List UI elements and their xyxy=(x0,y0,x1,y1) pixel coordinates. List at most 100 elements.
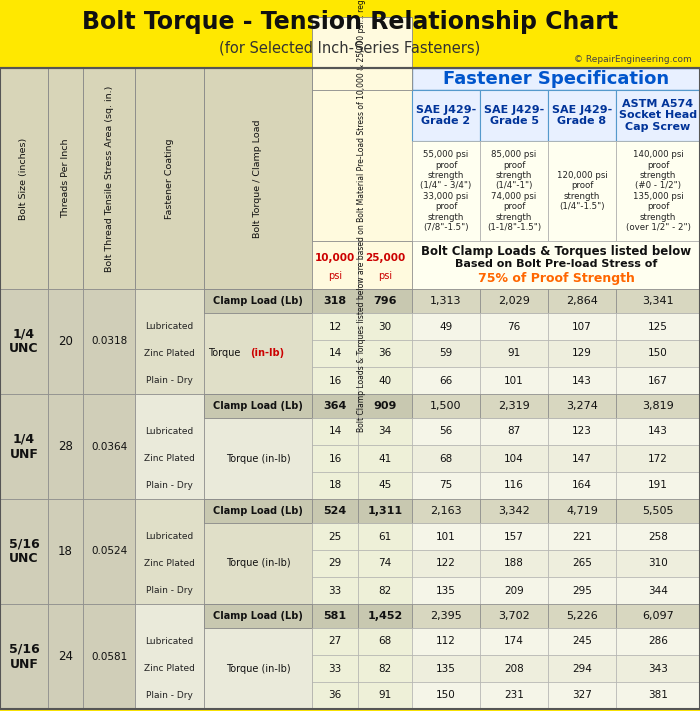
Text: 107: 107 xyxy=(572,321,592,331)
Text: Bolt Clamp Loads & Torques listed below are based on Bolt Material Pre-Load Stre: Bolt Clamp Loads & Torques listed below … xyxy=(358,0,367,432)
Bar xyxy=(412,523,480,550)
Text: 34: 34 xyxy=(379,427,391,437)
Text: 1,313: 1,313 xyxy=(430,296,462,306)
Text: 143: 143 xyxy=(648,427,668,437)
Bar xyxy=(0,68,48,289)
Text: Threads Per Inch: Threads Per Inch xyxy=(61,139,70,218)
Bar xyxy=(548,577,616,604)
Text: 112: 112 xyxy=(436,636,456,646)
Bar xyxy=(412,289,480,313)
Text: 25,000: 25,000 xyxy=(365,253,405,263)
Bar xyxy=(548,90,616,141)
Text: 0.0364: 0.0364 xyxy=(91,442,127,451)
Bar xyxy=(312,604,358,628)
Bar xyxy=(312,367,358,394)
Bar xyxy=(358,418,412,445)
Bar xyxy=(135,499,204,604)
Bar xyxy=(548,340,616,367)
Bar xyxy=(616,682,700,709)
Text: 4,719: 4,719 xyxy=(566,506,598,516)
Text: 188: 188 xyxy=(504,559,524,569)
Bar xyxy=(616,141,700,241)
Bar xyxy=(480,313,548,340)
Text: 245: 245 xyxy=(572,636,592,646)
Bar xyxy=(312,472,358,499)
Bar xyxy=(616,418,700,445)
Text: 2,163: 2,163 xyxy=(430,506,462,516)
Text: 49: 49 xyxy=(440,321,453,331)
Bar xyxy=(616,523,700,550)
Text: 2,395: 2,395 xyxy=(430,611,462,621)
Text: 16: 16 xyxy=(328,375,342,385)
Text: 28: 28 xyxy=(58,440,73,453)
Bar xyxy=(480,90,548,141)
Bar xyxy=(616,340,700,367)
Text: 1,452: 1,452 xyxy=(368,611,402,621)
Bar xyxy=(312,394,358,418)
Text: 295: 295 xyxy=(572,585,592,596)
Text: 129: 129 xyxy=(572,348,592,358)
Bar xyxy=(312,550,358,577)
Text: 3,341: 3,341 xyxy=(642,296,674,306)
Bar xyxy=(412,550,480,577)
Bar xyxy=(412,577,480,604)
Bar xyxy=(548,499,616,523)
Text: Zinc Plated: Zinc Plated xyxy=(144,559,195,568)
Text: 524: 524 xyxy=(323,506,346,516)
Text: Clamp Load (Lb): Clamp Load (Lb) xyxy=(213,401,303,411)
Text: 116: 116 xyxy=(504,481,524,491)
Bar xyxy=(358,289,412,313)
Text: 27: 27 xyxy=(328,636,342,646)
Text: 6,097: 6,097 xyxy=(642,611,674,621)
Text: 5/16
UNC: 5/16 UNC xyxy=(8,538,39,565)
Bar xyxy=(548,682,616,709)
Bar xyxy=(480,523,548,550)
Text: 3,274: 3,274 xyxy=(566,401,598,411)
Bar xyxy=(616,472,700,499)
Bar xyxy=(548,550,616,577)
Bar xyxy=(616,313,700,340)
Text: 75% of Proof Strength: 75% of Proof Strength xyxy=(477,272,634,285)
Text: 82: 82 xyxy=(379,585,391,596)
Bar xyxy=(312,499,358,523)
Bar xyxy=(312,682,358,709)
Text: Torque (in-lb): Torque (in-lb) xyxy=(225,559,290,569)
Bar xyxy=(548,628,616,655)
Bar xyxy=(204,289,312,313)
Text: 68: 68 xyxy=(440,454,453,464)
Bar xyxy=(312,628,358,655)
Text: 0.0524: 0.0524 xyxy=(91,547,127,557)
Bar xyxy=(480,472,548,499)
Bar xyxy=(616,394,700,418)
Text: 55,000 psi
proof
strength
(1/4" - 3/4")
33,000 psi
proof
strength
(7/8"-1.5"): 55,000 psi proof strength (1/4" - 3/4") … xyxy=(421,150,472,232)
Text: 122: 122 xyxy=(436,559,456,569)
Text: Clamp Load (Lb): Clamp Load (Lb) xyxy=(213,296,303,306)
Bar xyxy=(48,68,83,289)
Bar xyxy=(358,550,412,577)
Text: Plain - Dry: Plain - Dry xyxy=(146,376,193,385)
Bar xyxy=(358,577,412,604)
Text: 310: 310 xyxy=(648,559,668,569)
Text: 66: 66 xyxy=(440,375,453,385)
Bar xyxy=(616,499,700,523)
Text: ASTM A574
Socket Head
Cap Screw: ASTM A574 Socket Head Cap Screw xyxy=(619,99,697,132)
Bar xyxy=(312,445,358,472)
Bar xyxy=(480,445,548,472)
Bar xyxy=(412,241,700,289)
Text: 294: 294 xyxy=(572,663,592,673)
Text: 30: 30 xyxy=(379,321,391,331)
Text: 1,311: 1,311 xyxy=(368,506,402,516)
Bar xyxy=(312,577,358,604)
Text: 150: 150 xyxy=(436,690,456,700)
Text: 0.0318: 0.0318 xyxy=(91,336,127,346)
Bar xyxy=(0,604,48,709)
Bar xyxy=(312,523,358,550)
Text: 12: 12 xyxy=(328,321,342,331)
Text: 91: 91 xyxy=(379,690,391,700)
Text: 101: 101 xyxy=(504,375,524,385)
Bar xyxy=(358,523,412,550)
Bar xyxy=(358,313,412,340)
Text: 909: 909 xyxy=(373,401,397,411)
Bar xyxy=(548,313,616,340)
Bar xyxy=(312,241,358,289)
